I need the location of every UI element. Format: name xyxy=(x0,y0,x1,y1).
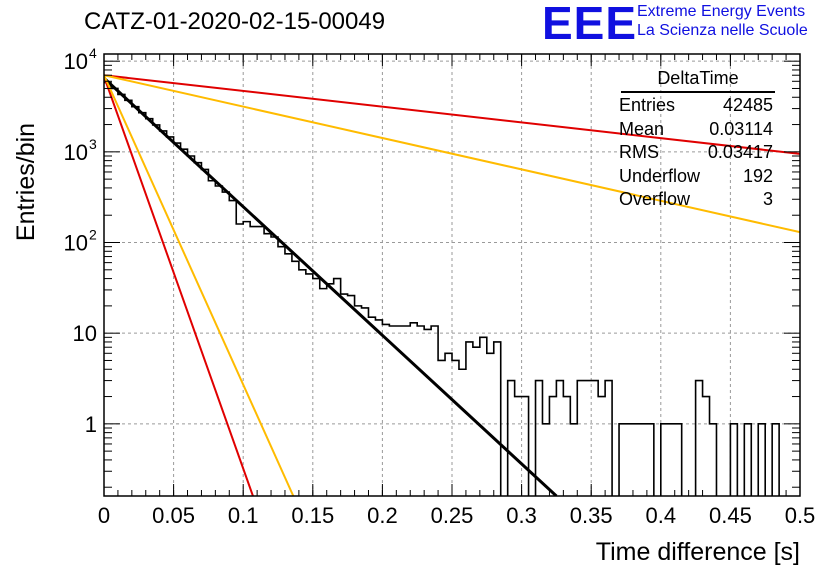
x-tick-label: 0.2 xyxy=(367,503,398,528)
stats-row-rms: RMS 0.03417 xyxy=(613,141,773,165)
eee-logo: EEE xyxy=(542,0,638,49)
x-tick-label: 0 xyxy=(98,503,110,528)
grid-lines xyxy=(104,54,800,496)
logo-text-line1: Extreme Energy Events xyxy=(637,3,806,20)
y-tick-label: 10 xyxy=(64,49,88,74)
stats-label: RMS xyxy=(619,142,659,163)
stats-value: 0.03114 xyxy=(709,118,773,139)
x-tick-label: 0.5 xyxy=(785,503,816,528)
axis-ticks xyxy=(103,54,801,496)
stats-row-entries: Entries 42485 xyxy=(613,94,773,118)
x-tick-labels: 0 0.05 0.1 0.15 0.2 0.25 0.3 0.35 0.4 0.45 0.5 xyxy=(98,503,815,528)
stats-box: DeltaTime Entries 42485 Mean 0.03114 RMS… xyxy=(613,68,775,212)
histogram xyxy=(104,81,780,496)
y-tick-label: 10 xyxy=(64,231,88,256)
y-tick-label: 10 xyxy=(64,140,88,165)
stats-value: 42485 xyxy=(722,95,773,115)
x-tick-label: 0.45 xyxy=(709,503,752,528)
x-tick-label: 0.4 xyxy=(646,503,677,528)
red-curve xyxy=(104,76,254,496)
histogram-step-line xyxy=(104,81,780,496)
orange-curve xyxy=(104,74,800,234)
fit-curves xyxy=(104,74,800,496)
x-axis-label: Time difference [s] xyxy=(596,538,800,566)
y-axis-label: Entries/bin xyxy=(12,123,40,241)
y-tick-exponent: 4 xyxy=(89,45,97,61)
x-tick-label: 0.25 xyxy=(431,503,474,528)
run-title: CATZ-01-2020-02-15-00049 xyxy=(84,8,386,35)
stats-value: 0.03417 xyxy=(707,142,773,163)
orange-curve xyxy=(104,74,295,496)
y-tick-exponent: 3 xyxy=(89,136,97,152)
x-tick-label: 0.1 xyxy=(228,503,259,528)
x-tick-label: 0.15 xyxy=(291,503,334,528)
stats-label: Mean xyxy=(619,118,665,139)
red-curve xyxy=(104,74,800,155)
black-curve xyxy=(104,77,558,496)
x-tick-label: 0.35 xyxy=(570,503,613,528)
stats-label: Entries xyxy=(619,95,676,115)
stats-value: 192 xyxy=(742,165,773,186)
stats-title: DeltaTime xyxy=(621,68,775,93)
stats-row-overflow: Overflow 3 xyxy=(613,188,773,212)
x-tick-label: 0.3 xyxy=(506,503,537,528)
stats-label: Underflow xyxy=(619,165,701,186)
x-tick-label: 0.05 xyxy=(152,503,195,528)
stats-row-underflow: Underflow 192 xyxy=(613,165,773,189)
stats-row-mean: Mean 0.03114 xyxy=(613,118,773,142)
y-tick-exponent: 2 xyxy=(89,227,97,243)
y-tick-label: 10 xyxy=(73,321,97,346)
y-tick-label: 1 xyxy=(85,412,97,437)
stats-label: Overflow xyxy=(619,189,691,210)
stats-value: 3 xyxy=(762,189,773,210)
logo-text-line2: La Scienza nelle Scuole xyxy=(637,22,808,39)
